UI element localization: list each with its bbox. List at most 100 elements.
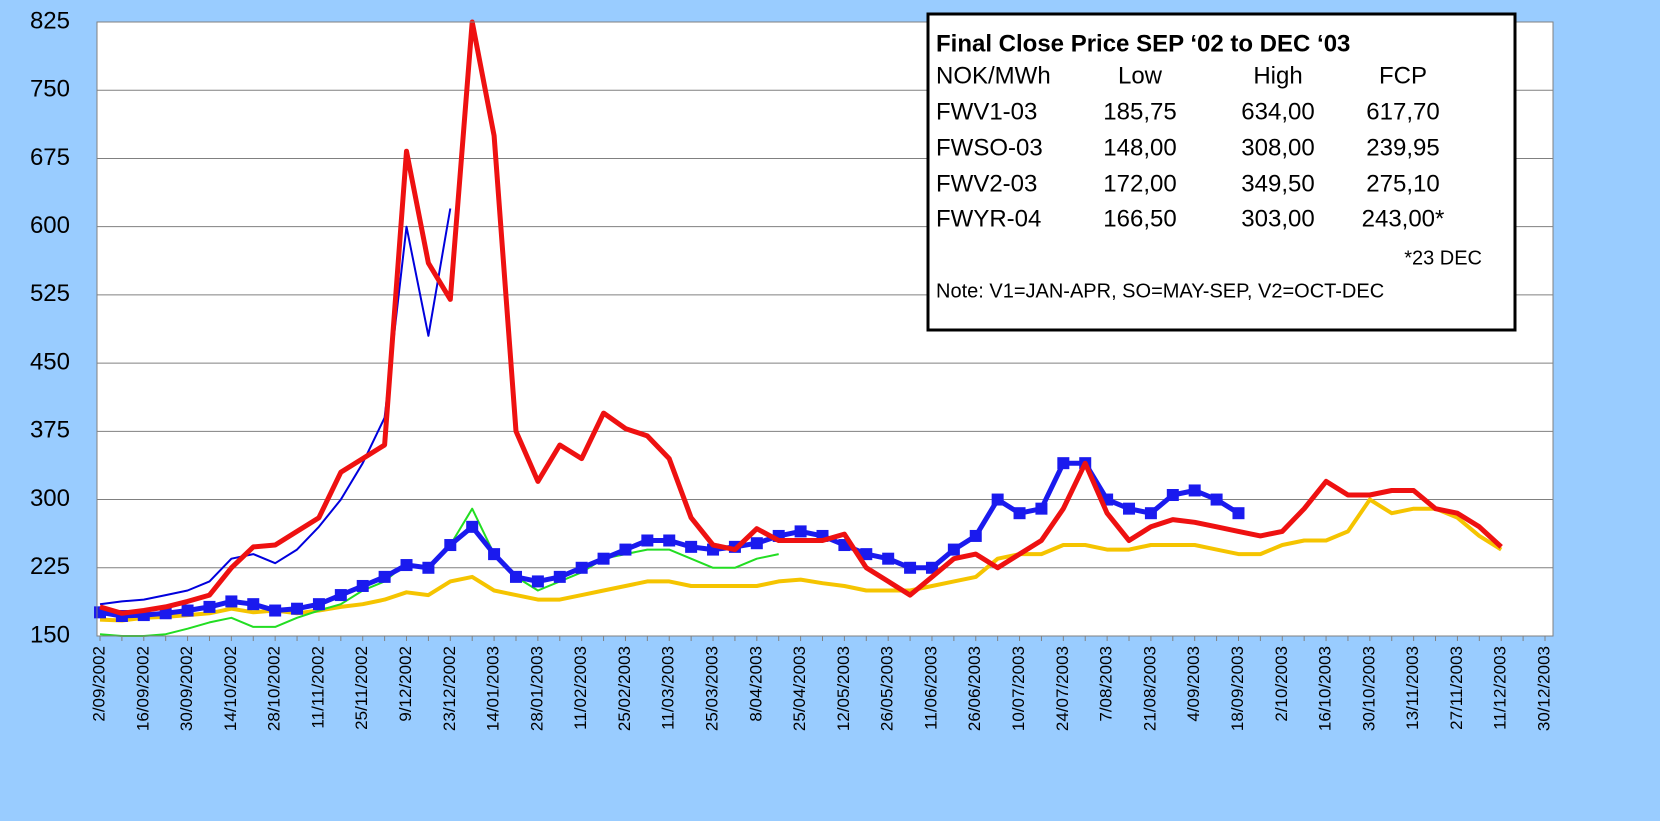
table-cell: FWYR-04 [936, 205, 1041, 232]
table-title: Final Close Price SEP ‘02 to DEC ‘03 [936, 30, 1350, 57]
x-tick-label: 28/01/2003 [527, 646, 546, 731]
point-marker [685, 540, 698, 553]
x-tick-label: 4/09/2003 [1184, 646, 1203, 722]
point-marker [422, 561, 435, 574]
x-tick-label: 16/09/2002 [133, 646, 152, 731]
y-tick-label: 375 [30, 417, 70, 444]
x-tick-label: 16/10/2003 [1316, 646, 1335, 731]
x-tick-label: 25/03/2003 [703, 646, 722, 731]
table-cell: 166,50 [1103, 205, 1176, 232]
point-marker [641, 534, 654, 547]
point-marker [356, 579, 369, 592]
x-tick-label: 18/09/2003 [1228, 646, 1247, 731]
series-line [99, 497, 1503, 623]
point-marker [247, 598, 260, 611]
point-marker [159, 607, 172, 620]
x-tick-label: 25/11/2002 [352, 646, 371, 730]
y-tick-label: 450 [30, 348, 70, 375]
x-tick-label: 10/07/2003 [1009, 646, 1028, 731]
point-marker [794, 525, 807, 538]
table-cell: 148,00 [1103, 134, 1176, 161]
lines [94, 19, 1503, 637]
table-header: High [1253, 62, 1302, 89]
x-tick-label: 12/05/2003 [834, 646, 853, 731]
point-marker [203, 600, 216, 613]
point-marker [597, 552, 610, 565]
table-cell: 243,00* [1362, 205, 1445, 232]
point-marker [925, 561, 938, 574]
x-tick-label: 14/01/2003 [484, 646, 503, 731]
y-tick-label: 225 [30, 553, 70, 580]
point-marker [312, 598, 325, 611]
point-marker [378, 570, 391, 583]
point-marker [991, 493, 1004, 506]
x-tick-label: 2/09/2002 [89, 646, 108, 722]
point-marker [1210, 493, 1223, 506]
point-marker [1123, 502, 1136, 515]
x-tick-label: 30/09/2002 [177, 646, 196, 731]
point-marker [947, 543, 960, 556]
price-table: Final Close Price SEP ‘02 to DEC ‘03 NOK/… [926, 12, 1517, 332]
x-tick-label: 11/02/2003 [571, 646, 590, 730]
table-cell: 634,00 [1241, 98, 1314, 125]
point-marker [444, 539, 457, 552]
table-header: NOK/MWh [936, 62, 1051, 89]
point-marker [1013, 507, 1026, 520]
plot-border [96, 21, 1554, 637]
point-marker [904, 561, 917, 574]
point-marker [269, 604, 282, 617]
point-marker [291, 602, 304, 615]
x-tick-label: 27/11/2003 [1447, 646, 1466, 730]
point-marker [509, 570, 522, 583]
point-marker [750, 537, 763, 550]
point-marker [1166, 489, 1179, 502]
y-tick-label: 825 [30, 7, 70, 34]
x-tick-label: 11/03/2003 [659, 646, 678, 730]
x-tick-label: 8/04/2003 [746, 646, 765, 722]
axes: 150 225 300 375 450 525 600 675 750 825 2/09/2002 1… [30, 7, 1554, 731]
x-tick-label: 2/10/2003 [1272, 646, 1291, 722]
x-tick-label: 21/08/2003 [1140, 646, 1159, 731]
y-tick-label: 675 [30, 144, 70, 171]
point-marker [663, 534, 676, 547]
series-line [99, 19, 1503, 616]
point-marker [553, 570, 566, 583]
y-tick-label: 525 [30, 280, 70, 307]
table-cell: 617,70 [1366, 98, 1439, 125]
table-cell: 303,00 [1241, 205, 1314, 232]
table-cell: FWV2-03 [936, 170, 1037, 197]
y-tick-label: 150 [30, 621, 70, 648]
x-tick-label: 26/05/2003 [878, 646, 897, 731]
x-tick-label: 11/06/2003 [921, 646, 940, 730]
x-tick-label: 9/12/2002 [396, 646, 415, 722]
point-marker [225, 595, 238, 608]
point-marker [1144, 507, 1157, 520]
point-marker [619, 543, 632, 556]
point-marker [466, 520, 479, 533]
point-marker [400, 559, 413, 572]
x-tick-label: 26/06/2003 [965, 646, 984, 731]
table-cell: 275,10 [1366, 170, 1439, 197]
point-marker [488, 548, 501, 561]
point-marker [1232, 507, 1245, 520]
x-tick-label: 28/10/2002 [265, 646, 284, 731]
y-tick-label: 300 [30, 485, 70, 512]
table-cell: 308,00 [1241, 134, 1314, 161]
table-header: Low [1118, 62, 1163, 89]
x-tick-label: 11/12/2003 [1491, 646, 1510, 730]
table-cell: 349,50 [1241, 170, 1314, 197]
table-cell: 239,95 [1366, 134, 1439, 161]
x-tick-label: 14/10/2002 [221, 646, 240, 731]
table-box [926, 12, 1517, 332]
y-tick-label: 600 [30, 212, 70, 239]
table-header: FCP [1379, 62, 1427, 89]
x-tick-label: 24/07/2003 [1053, 646, 1072, 731]
x-tick-label: 11/11/2002 [308, 646, 327, 729]
x-tick-label: 23/12/2002 [440, 646, 459, 731]
table-cell: 185,75 [1103, 98, 1176, 125]
point-marker [1188, 484, 1201, 497]
point-marker [1035, 502, 1048, 515]
x-tick-label: 25/02/2003 [615, 646, 634, 731]
point-marker [181, 604, 194, 617]
point-marker [860, 548, 873, 561]
